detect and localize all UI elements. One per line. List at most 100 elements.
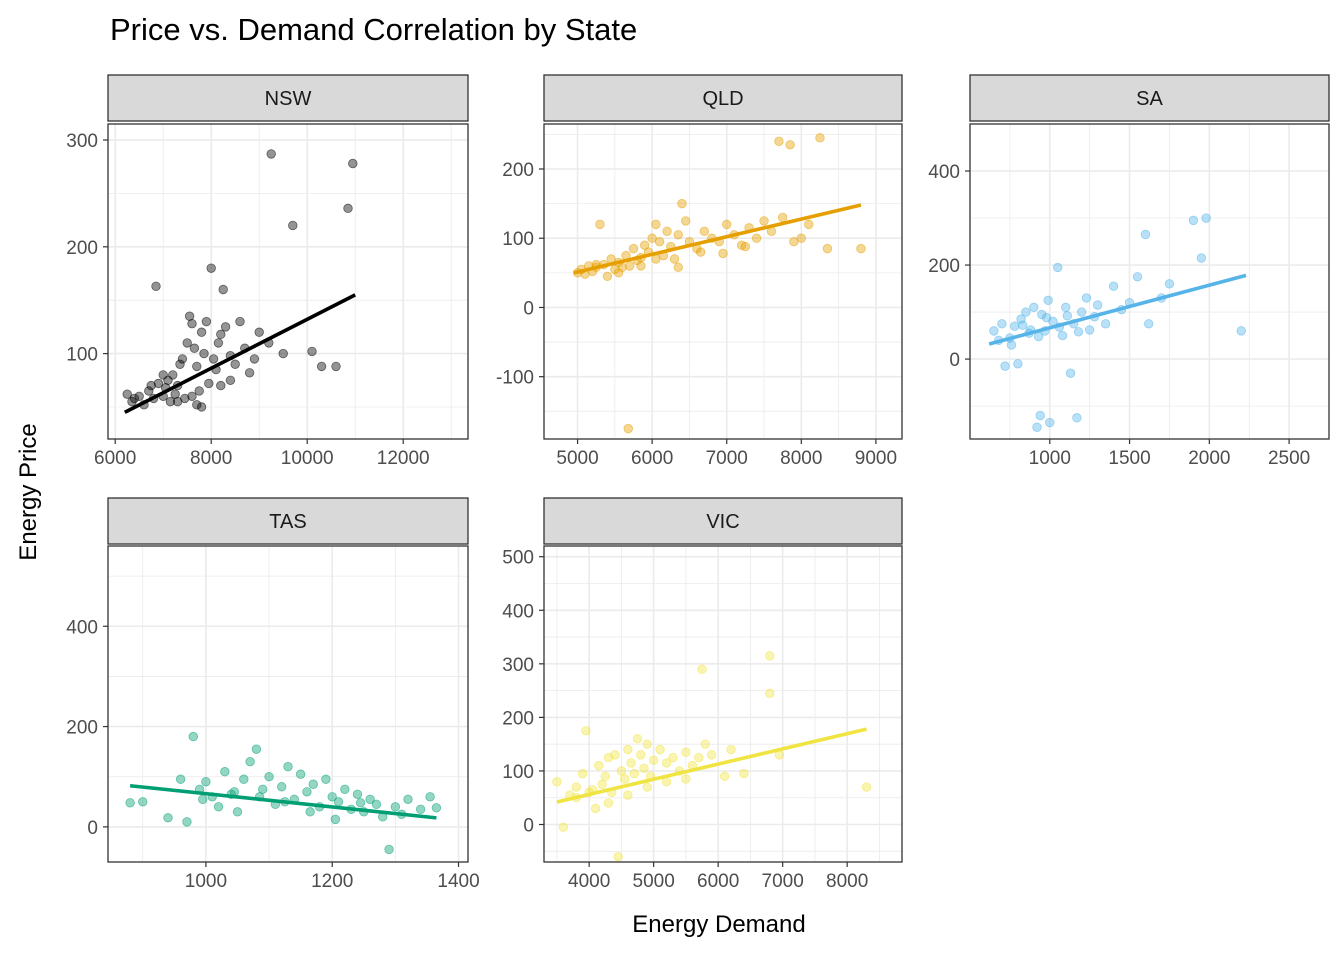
data-point (629, 768, 640, 779)
data-point (244, 368, 255, 378)
data-point (751, 233, 762, 243)
y-tick-label: 200 (66, 718, 98, 739)
data-point (765, 688, 775, 698)
data-point (726, 744, 736, 755)
data-point (235, 316, 245, 327)
y-tick-label: 0 (87, 818, 98, 839)
data-point (558, 822, 569, 832)
data-point (707, 750, 717, 760)
data-point (187, 391, 197, 401)
data-point (165, 396, 176, 407)
data-point (330, 814, 341, 825)
data-point (144, 386, 154, 396)
facet-tas: TAS 1000 1200 1400 0 200 400 (66, 497, 480, 892)
data-point (804, 219, 814, 230)
y-tick-label: 0 (949, 350, 960, 371)
panel-border-qld (543, 123, 903, 440)
data-point (777, 212, 788, 223)
x-tick-label: 9000 (855, 448, 897, 469)
y-tick-label: 400 (502, 601, 534, 622)
data-point (348, 158, 358, 169)
data-point (365, 794, 375, 805)
data-point (595, 219, 605, 230)
data-point (1072, 413, 1082, 423)
data-point (216, 380, 226, 391)
data-point (578, 768, 588, 779)
data-point (213, 802, 224, 812)
data-point (146, 380, 156, 391)
data-point (355, 798, 366, 808)
data-point (201, 777, 211, 787)
data-point (1092, 300, 1103, 310)
trend-line-tas (129, 783, 437, 820)
data-point (623, 423, 633, 434)
x-tick-label: 1400 (437, 871, 479, 892)
data-point (639, 763, 649, 773)
data-point (305, 807, 315, 817)
strip-sa (969, 74, 1330, 122)
panel-bg-sa (970, 124, 1329, 439)
x-tick-label: 1500 (1108, 448, 1150, 469)
data-point (425, 792, 435, 802)
data-point (552, 776, 562, 787)
trend-line-sa (988, 273, 1247, 346)
data-point (1043, 295, 1053, 306)
data-point (695, 247, 706, 257)
data-point (249, 354, 260, 364)
data-point (681, 216, 691, 226)
data-point (187, 318, 197, 329)
data-point (182, 817, 192, 827)
data-point (571, 782, 581, 792)
data-point (1029, 302, 1039, 313)
data-point (759, 216, 769, 226)
x-tick-label: 8000 (190, 448, 232, 469)
data-point (1081, 293, 1092, 303)
strip-vic (543, 497, 903, 545)
data-point (172, 396, 183, 407)
data-point (636, 750, 646, 760)
data-point (239, 774, 249, 784)
data-point (288, 220, 298, 231)
data-point (125, 798, 135, 808)
x-tick-label: 1000 (185, 871, 227, 892)
trend-line-nsw (123, 293, 357, 414)
data-point (581, 726, 591, 736)
data-point (1009, 321, 1020, 331)
data-point (989, 326, 999, 336)
y-tick-label: 400 (928, 162, 960, 183)
data-point (192, 361, 202, 372)
data-point (307, 346, 317, 357)
data-point (1045, 417, 1055, 428)
strip-label-tas: TAS (269, 511, 306, 533)
data-point (648, 755, 659, 765)
data-point (1236, 326, 1246, 336)
strip-label-sa: SA (1136, 88, 1163, 110)
data-point (600, 771, 610, 782)
y-tick-label: 100 (502, 229, 534, 250)
facet-qld: QLD 5000 6000 7000 8000 9000 -100 0 100 200 (496, 74, 903, 469)
data-point (206, 263, 216, 273)
chart-title: Price vs. Demand Correlation by State (110, 12, 637, 47)
data-point (184, 311, 195, 321)
y-tick-label: 200 (928, 256, 960, 277)
data-point (740, 241, 751, 252)
data-point (266, 149, 276, 159)
data-point (1164, 279, 1175, 289)
data-point (654, 236, 665, 247)
data-point (613, 851, 623, 862)
data-point (333, 797, 344, 807)
y-tick-label: 500 (502, 548, 534, 569)
data-point (1053, 262, 1063, 273)
data-point (403, 794, 413, 805)
data-point (192, 400, 202, 410)
data-point (245, 756, 255, 767)
y-tick-label: 200 (502, 708, 534, 729)
data-point (1061, 302, 1071, 313)
data-point (1144, 319, 1154, 329)
facet-nsw: NSW 6000 8000 10000 12000 100 200 300 (66, 74, 469, 469)
data-point (642, 739, 652, 749)
x-tick-label: 8000 (780, 448, 822, 469)
panel-bg-nsw (108, 124, 468, 439)
data-point (1032, 422, 1042, 432)
data-point (168, 370, 178, 380)
